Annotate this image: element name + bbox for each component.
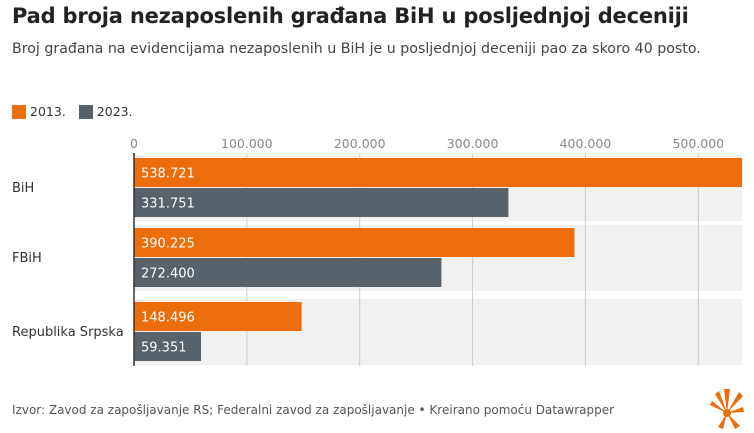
x-tick-label: 500.000 (672, 136, 724, 151)
bar (134, 258, 442, 287)
legend-swatch-2023 (78, 104, 93, 119)
x-tick-label: 400.000 (560, 136, 612, 151)
source-footer: Izvor: Zavod za zapošljavanje RS; Federa… (12, 403, 615, 417)
legend: 2013. 2023. (12, 104, 146, 119)
rfe-rl-sunburst-logo-icon (710, 389, 744, 429)
bar-value-label: 538.721 (141, 167, 195, 182)
chart-title: Pad broja nezaposlenih građana BiH u pos… (12, 4, 689, 28)
legend-item-2013: 2013. (12, 104, 66, 119)
bar (134, 158, 742, 187)
bar-value-label: 148.496 (141, 311, 195, 326)
bar-value-label: 272.400 (141, 267, 195, 282)
bar (134, 188, 509, 217)
bar (134, 302, 302, 331)
bar-value-label: 390.225 (141, 237, 195, 252)
x-tick-label: 100.000 (221, 136, 273, 151)
chart-subtitle: Broj građana na evidencijama nezaposleni… (12, 41, 701, 57)
legend-item-2023: 2023. (78, 104, 133, 119)
legend-swatch-2013 (12, 104, 26, 119)
bar-value-label: 59.351 (141, 341, 187, 356)
category-label: BiH (12, 181, 34, 196)
category-label: Republika Srpska (12, 325, 124, 340)
bar-value-label: 331.751 (141, 197, 195, 212)
bar (134, 332, 201, 361)
x-tick-label: 200.000 (334, 136, 386, 151)
legend-label-2023: 2023. (96, 104, 133, 119)
x-tick-label: 300.000 (447, 136, 499, 151)
bar (134, 228, 575, 257)
category-label: FBiH (12, 251, 42, 266)
x-tick-label: 0 (130, 136, 138, 151)
legend-label-2013: 2013. (30, 104, 66, 119)
